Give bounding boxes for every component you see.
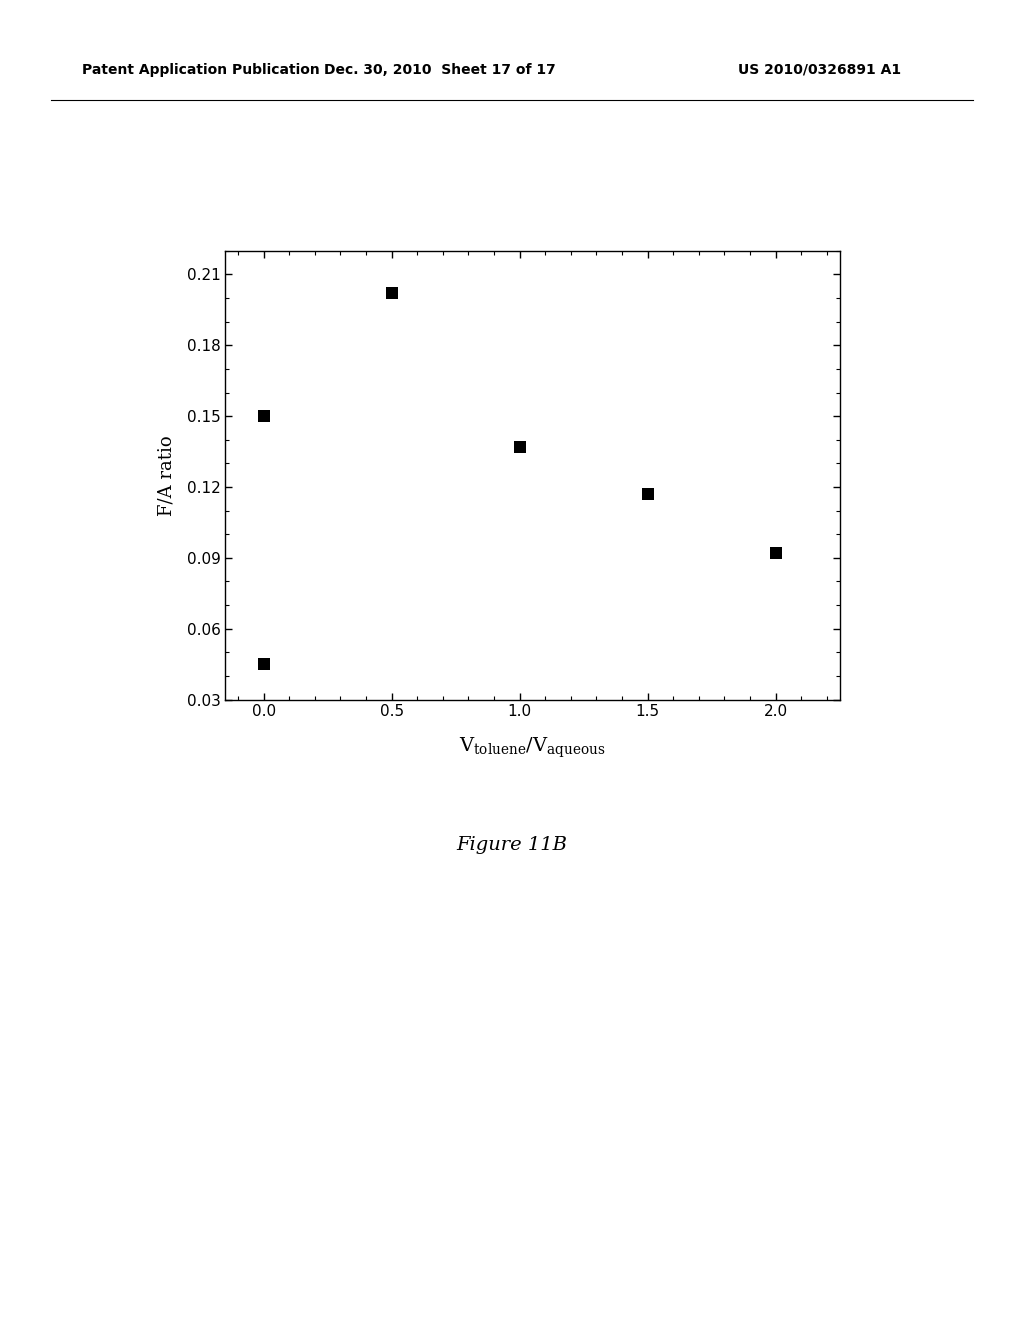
Point <box>639 483 656 504</box>
Text: US 2010/0326891 A1: US 2010/0326891 A1 <box>738 63 901 77</box>
Point <box>383 282 399 304</box>
X-axis label: $\mathregular{V_{toluene}/V_{aqueous}}$: $\mathregular{V_{toluene}/V_{aqueous}}$ <box>459 737 606 760</box>
Point <box>512 437 528 458</box>
Point <box>768 543 784 564</box>
Text: Dec. 30, 2010  Sheet 17 of 17: Dec. 30, 2010 Sheet 17 of 17 <box>325 63 556 77</box>
Text: Patent Application Publication: Patent Application Publication <box>82 63 319 77</box>
Point <box>256 653 272 675</box>
Y-axis label: F/A ratio: F/A ratio <box>158 434 175 516</box>
Point <box>256 405 272 426</box>
Text: Figure 11B: Figure 11B <box>457 836 567 854</box>
